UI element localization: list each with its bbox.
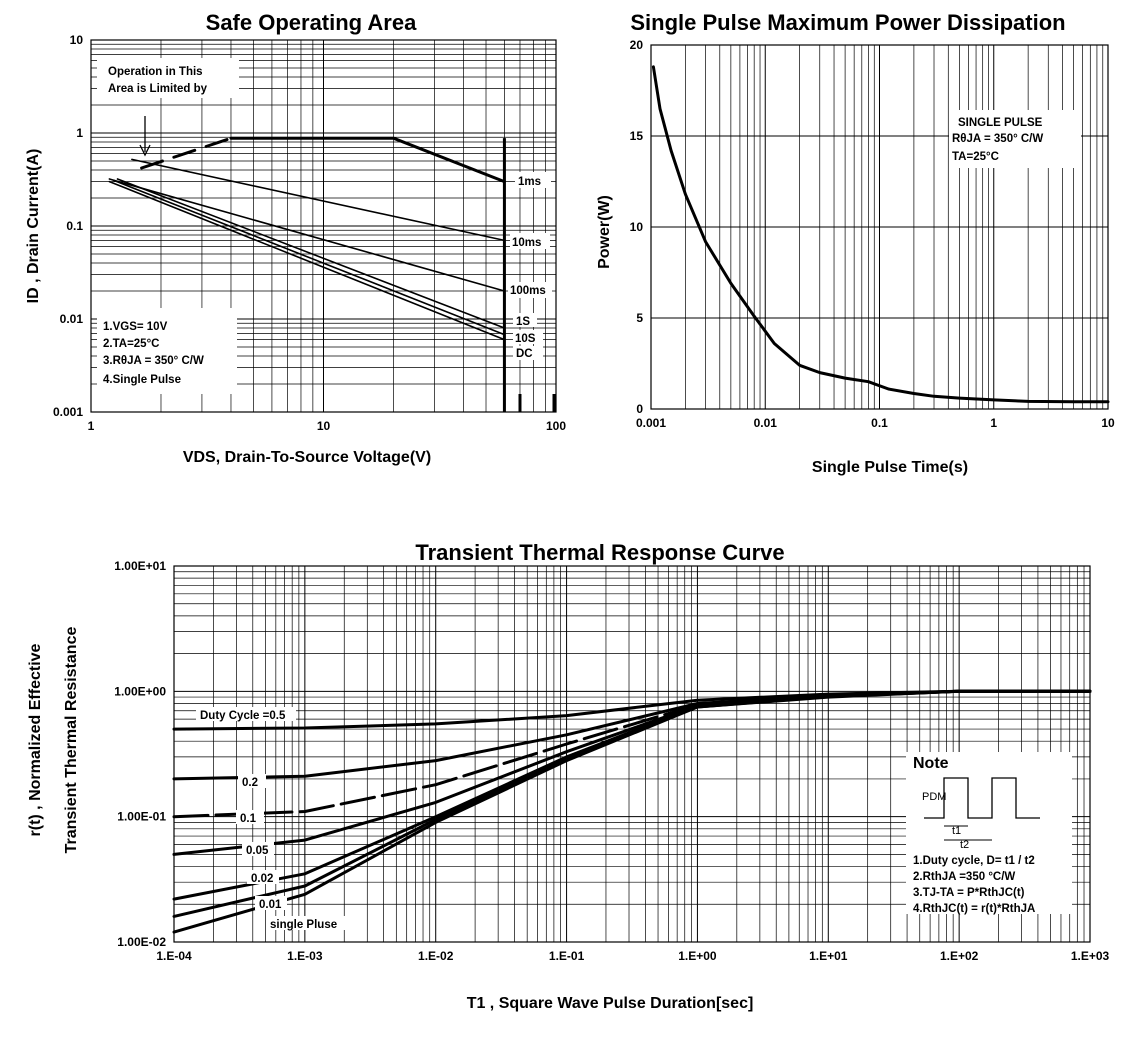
note-line-2: 2.RthJA =350 °C/W <box>913 871 1015 883</box>
soa-notes-box <box>97 308 237 394</box>
soa-label-1ms: 1ms <box>518 176 541 188</box>
soa-curve-1ms <box>229 136 506 184</box>
thermal-xlabel: T1 , Square Wave Pulse Duration[sec] <box>467 995 754 1012</box>
soa-curve-10s <box>112 179 506 336</box>
soa-ticks: 1 10 100 10 1 0.1 0.01 0.001 <box>53 33 566 433</box>
soa-curves <box>108 136 556 412</box>
soa-curve-1s <box>116 178 506 329</box>
thermal-curve-7 <box>172 689 1092 934</box>
thermal-frame <box>173 565 1091 943</box>
soa-note-4: 4.Single Pulse <box>103 374 181 386</box>
x-tick-label: 1.E-03 <box>287 949 323 963</box>
soa-label-10ms: 10ms <box>512 237 541 249</box>
soa-annotation-line-2: Area is Limited by <box>108 83 208 95</box>
y-tick-label: 0.1 <box>66 219 83 233</box>
note-t2: t2 <box>960 839 969 851</box>
thermal-label-d02: 0.2 <box>242 777 258 789</box>
soa-frame <box>90 39 557 413</box>
power-legend-line-2: RθJA = 350° C/W <box>952 133 1043 145</box>
y-tick-label: 1.00E-01 <box>117 810 166 824</box>
soa-note-1: 1.VGS= 10V <box>103 321 168 333</box>
soa-xlabel: VDS, Drain-To-Source Voltage(V) <box>183 449 431 466</box>
power-legend-box <box>949 110 1081 168</box>
x-tick-label: 100 <box>546 419 566 433</box>
note-line-1: 1.Duty cycle, D= t1 / t2 <box>913 855 1035 867</box>
x-tick-label: 1.E-04 <box>156 949 192 963</box>
thermal-label-d05: Duty Cycle =0.5 <box>200 710 286 722</box>
x-tick-label: 1.E-01 <box>549 949 585 963</box>
x-tick-label: 1.E+01 <box>809 949 848 963</box>
soa-curve-100ms <box>108 178 506 292</box>
y-tick-label: 10 <box>70 33 84 47</box>
x-tick-label: 1.E-02 <box>418 949 454 963</box>
soa-note-2: 2.TA=25°C <box>103 338 159 350</box>
thermal-ylabel-line-1: r(t) , Normalized Effective <box>27 643 44 836</box>
x-tick-label: 0.01 <box>754 416 778 430</box>
x-tick-label: 1.E+00 <box>678 949 717 963</box>
power-grid <box>651 45 1108 409</box>
y-tick-label: 20 <box>630 38 644 52</box>
thermal-ticks: 1.E-04 1.E-03 1.E-02 1.E-01 1.E+00 1.E+01 1.E+… <box>114 559 1109 963</box>
note-pdm: PDM <box>922 791 946 803</box>
thermal-curves <box>172 689 1092 934</box>
x-tick-label: 1 <box>990 416 997 430</box>
power-legend-line-1: SINGLE PULSE <box>958 117 1043 129</box>
y-tick-label: 0.001 <box>53 405 83 419</box>
thermal-label-d005: 0.05 <box>246 845 269 857</box>
thermal-label-d001: 0.01 <box>259 899 282 911</box>
thermal-label-d01: 0.1 <box>240 813 257 825</box>
soa-label-10s: 10S <box>515 333 536 345</box>
soa-ylabel: ID , Drain Current(A) <box>25 149 42 304</box>
y-tick-label: 0 <box>636 402 643 416</box>
power-curves <box>651 65 1110 404</box>
pulse-waveform-icon <box>924 777 1040 841</box>
soa-annotation-box <box>97 58 239 98</box>
soa-label-dc: DC <box>516 348 533 360</box>
power-ticks: 0.001 0.01 0.1 1 10 0 5 10 15 20 <box>630 38 1115 430</box>
thermal-chart: 1.E-04 1.E-03 1.E-02 1.E-01 1.E+00 1.E+01 1.E+… <box>27 540 1110 1012</box>
note-line-3: 3.TJ-TA = P*RthJC(t) <box>913 887 1025 899</box>
soa-title: Safe Operating Area <box>206 10 417 35</box>
y-tick-label: 5 <box>636 311 643 325</box>
arrow-down-icon <box>139 116 151 157</box>
power-xlabel: Single Pulse Time(s) <box>812 459 968 476</box>
power-curve-single-pulse <box>651 65 1110 404</box>
y-tick-label: 1.00E-02 <box>117 935 166 949</box>
y-tick-label: 1.00E+01 <box>114 559 166 573</box>
y-tick-label: 1 <box>76 126 83 140</box>
thermal-note-box: Note PDM t1 t2 1.Duty cycle, D= t1 / t2 … <box>906 752 1072 915</box>
soa-note-3: 3.RθJA = 350° C/W <box>103 355 204 367</box>
thermal-label-d002: 0.02 <box>251 873 273 885</box>
note-title: Note <box>913 755 949 772</box>
thermal-label-single: single Pluse <box>270 919 337 931</box>
soa-curve-rds-on-limit <box>140 136 233 170</box>
y-tick-label: 0.01 <box>60 312 84 326</box>
soa-curve-10ms <box>131 158 506 242</box>
thermal-ylabel-line-2: Transient Thermal Resistance <box>63 627 80 854</box>
x-tick-label: 10 <box>317 419 331 433</box>
x-tick-label: 1.E+03 <box>1071 949 1110 963</box>
x-tick-label: 0.1 <box>871 416 888 430</box>
power-frame <box>650 44 1109 410</box>
note-line-4: 4.RthJC(t) = r(t)*RthJA <box>913 903 1035 915</box>
y-tick-label: 1.00E+00 <box>114 684 166 698</box>
x-tick-label: 1 <box>88 419 95 433</box>
soa-curve-dc <box>108 180 506 341</box>
x-tick-label: 10 <box>1101 416 1115 430</box>
note-t1: t1 <box>952 825 961 837</box>
soa-label-100ms: 100ms <box>510 285 546 297</box>
power-legend-line-3: TA=25°C <box>952 151 999 163</box>
y-tick-label: 15 <box>630 129 644 143</box>
y-tick-label: 10 <box>630 220 644 234</box>
x-tick-label: 0.001 <box>636 416 666 430</box>
soa-annotation-line-1: Operation in This <box>108 66 203 78</box>
soa-label-1s: 1S <box>516 316 530 328</box>
power-title: Single Pulse Maximum Power Dissipation <box>630 10 1065 35</box>
thermal-title: Transient Thermal Response Curve <box>415 540 784 565</box>
x-tick-label: 1.E+02 <box>940 949 979 963</box>
power-chart: 0.001 0.01 0.1 1 10 0 5 10 15 20 SINGLE PULSE RθJ… <box>596 10 1115 476</box>
power-ylabel: Power(W) <box>596 195 613 269</box>
